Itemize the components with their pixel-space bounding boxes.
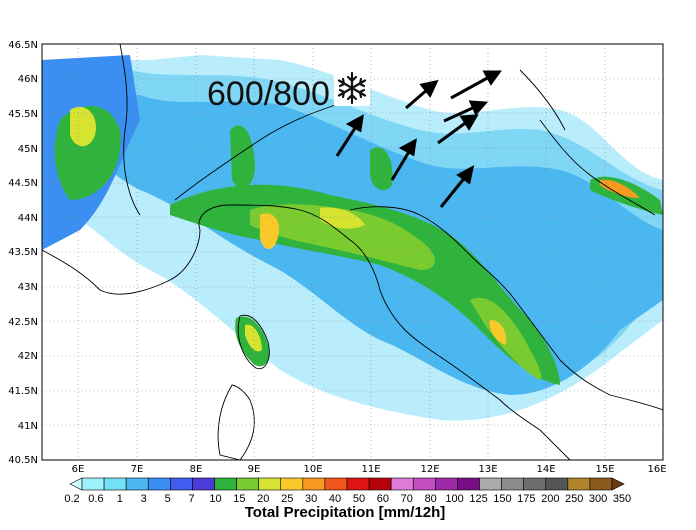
lat-label: 41.5N bbox=[8, 386, 38, 397]
colorbar-tick-label: 30 bbox=[305, 493, 317, 505]
coastlines bbox=[42, 44, 663, 460]
colorbar-title: Total Precipitation [mm/12h] bbox=[245, 504, 446, 521]
colorbar-segment bbox=[589, 477, 613, 491]
plot-frame bbox=[41, 43, 664, 461]
longitude-labels: 6E 7E 8E 9E 10E 11E 12E 13E 14E 15E 16E bbox=[72, 464, 667, 475]
colorbar-tick-label: 250 bbox=[565, 493, 583, 505]
colorbar-tick-label: 300 bbox=[589, 493, 607, 505]
colorbar-tick-label: 70 bbox=[401, 493, 413, 505]
colorbar-segment bbox=[523, 477, 547, 491]
colorbar-segment bbox=[479, 477, 502, 491]
colorbar-tick-label: 25 bbox=[281, 493, 293, 505]
lat-label: 43.5N bbox=[8, 247, 38, 258]
arrow-icon bbox=[443, 100, 489, 123]
colorbar-tick-label: 0.6 bbox=[88, 493, 103, 505]
colorbar-segment bbox=[125, 477, 149, 491]
colorbar-segment bbox=[280, 477, 304, 491]
colorbar-segment bbox=[412, 477, 436, 491]
colorbar-segment bbox=[457, 477, 480, 491]
arrow-icon bbox=[405, 79, 439, 110]
colorbar-segment bbox=[567, 477, 591, 491]
lon-label: 9E bbox=[248, 464, 261, 475]
colorbar-segment bbox=[170, 477, 193, 491]
lon-label: 14E bbox=[536, 464, 555, 475]
lat-label: 42N bbox=[18, 351, 38, 362]
snowflake-icon bbox=[334, 70, 370, 106]
lon-label: 11E bbox=[361, 464, 380, 475]
colorbar-tick-label: 60 bbox=[377, 493, 389, 505]
lon-label: 7E bbox=[131, 464, 144, 475]
latitude-labels: 46.5N 46N 45.5N 45N 44.5N 44N 43.5N 43N … bbox=[8, 40, 38, 466]
lat-label: 43N bbox=[18, 282, 38, 293]
colorbar-tick-label: 150 bbox=[493, 493, 511, 505]
colorbar-segment bbox=[81, 477, 105, 491]
colorbar-segment bbox=[214, 477, 237, 491]
colorbar-tick-label: 5 bbox=[165, 493, 171, 505]
colorbar-segment bbox=[258, 477, 282, 491]
colorbar-segment bbox=[435, 477, 458, 491]
colorbar-tick-label: 100 bbox=[445, 493, 463, 505]
colorbar-tick-label: 40 bbox=[329, 493, 341, 505]
graticule bbox=[42, 44, 663, 460]
colorbar-segment bbox=[192, 477, 215, 491]
colorbar-segment bbox=[501, 477, 524, 491]
lat-label: 44.5N bbox=[8, 178, 38, 189]
lat-label: 44N bbox=[18, 213, 38, 224]
colorbar-segment bbox=[69, 477, 83, 491]
colorbar-tick-label: 80 bbox=[425, 493, 437, 505]
snow-level-label: 600/800 bbox=[207, 75, 330, 113]
colorbar-tick-label: 1 bbox=[117, 493, 123, 505]
colorbar: 0.2 0.6 1 3 5 7 10 15 20 25 30 40 50 60 70 80 100 125 150 1… bbox=[64, 477, 631, 505]
arrow-icon bbox=[335, 114, 364, 157]
colorbar-tick-label: 0.2 bbox=[64, 493, 79, 505]
lat-label: 46N bbox=[18, 74, 38, 85]
arrow-icon bbox=[437, 114, 479, 145]
colorbar-segment bbox=[324, 477, 348, 491]
colorbar-tick-label: 20 bbox=[257, 493, 269, 505]
lon-label: 10E bbox=[303, 464, 322, 475]
colorbar-tick-label: 15 bbox=[233, 493, 245, 505]
colorbar-segment bbox=[545, 477, 569, 491]
arrow-icon bbox=[450, 70, 502, 100]
arrow-icon bbox=[439, 165, 475, 208]
colorbar-tick-label: 175 bbox=[517, 493, 535, 505]
colorbar-tick-label: 3 bbox=[141, 493, 147, 505]
lon-label: 8E bbox=[190, 464, 203, 475]
lon-label: 12E bbox=[420, 464, 439, 475]
colorbar-segment bbox=[103, 477, 127, 491]
colorbar-segment bbox=[611, 477, 625, 491]
lat-label: 42.5N bbox=[8, 317, 38, 328]
wind-arrows bbox=[335, 70, 502, 208]
lat-label: 46.5N bbox=[8, 40, 38, 51]
colorbar-segment bbox=[368, 477, 392, 491]
lat-label: 45N bbox=[18, 144, 38, 155]
colorbar-segment bbox=[346, 477, 370, 491]
colorbar-tick-label: 350 bbox=[613, 493, 631, 505]
lon-label: 15E bbox=[595, 464, 614, 475]
colorbar-tick-label: 50 bbox=[353, 493, 365, 505]
arrow-icon bbox=[390, 138, 417, 181]
colorbar-tick-label: 7 bbox=[189, 493, 195, 505]
lon-label: 13E bbox=[478, 464, 497, 475]
colorbar-segment bbox=[147, 477, 171, 491]
colorbar-tick-label: 200 bbox=[541, 493, 559, 505]
lon-label: 16E bbox=[647, 464, 666, 475]
colorbar-segment bbox=[236, 477, 259, 491]
precipitation-field bbox=[42, 44, 663, 460]
colorbar-segment bbox=[302, 477, 326, 491]
lon-label: 6E bbox=[72, 464, 85, 475]
lat-label: 41N bbox=[18, 421, 38, 432]
lat-label: 45.5N bbox=[8, 109, 38, 120]
lat-label: 40.5N bbox=[8, 455, 38, 466]
colorbar-tick-label: 125 bbox=[469, 493, 487, 505]
colorbar-tick-label: 10 bbox=[209, 493, 221, 505]
colorbar-segment bbox=[390, 477, 414, 491]
